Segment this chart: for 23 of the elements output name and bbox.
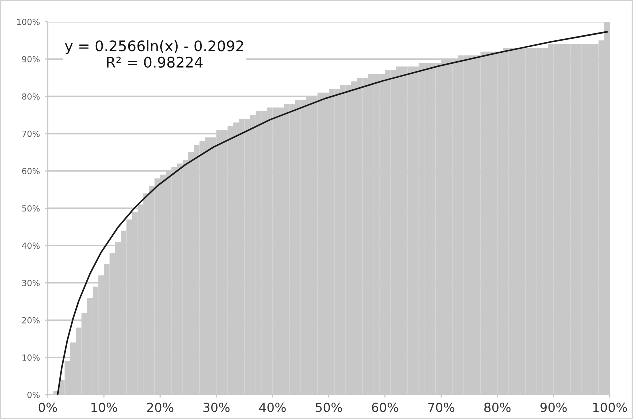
y-tick-label: 80% xyxy=(22,94,40,100)
y-tick-label: 10% xyxy=(22,354,40,361)
x-tick-label: 90% xyxy=(540,402,567,412)
x-tick-label: 40% xyxy=(260,402,286,412)
x-tick-label: 20% xyxy=(147,402,174,412)
x-tick-label: 10% xyxy=(92,402,118,412)
x-tick-label: 70% xyxy=(428,402,455,412)
y-tick-label: 90% xyxy=(22,56,40,63)
y-tick-label: 40% xyxy=(22,242,40,250)
x-tick-label: 30% xyxy=(204,402,230,412)
y-tick-label: 60% xyxy=(22,168,40,174)
y-tick-label: 20% xyxy=(22,317,40,324)
y-tick-label: 70% xyxy=(22,130,40,138)
x-tick-label: 50% xyxy=(316,402,342,412)
y-tick-label: 100% xyxy=(17,18,40,26)
annotation: y = 0.2566ln(x) - 0.2092 R² = 0.98224 xyxy=(65,40,244,68)
y-tick-label: 50% xyxy=(22,205,40,212)
x-tick-label: 60% xyxy=(372,402,398,412)
x-tick-label: 100% xyxy=(594,402,628,412)
x-tick-label: 80% xyxy=(484,402,511,412)
y-tick-label: 30% xyxy=(22,280,40,286)
y-tick-label: 0% xyxy=(28,392,40,398)
x-tick-label: 0% xyxy=(38,402,58,412)
